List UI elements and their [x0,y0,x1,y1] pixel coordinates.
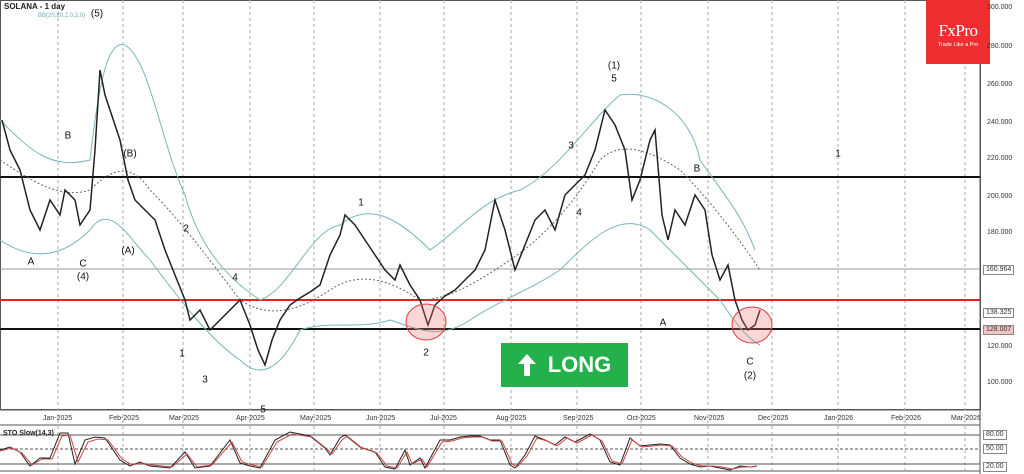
wave-label: (1) [607,60,621,72]
support-circle-nov [731,306,773,344]
wave-label: 3 [202,374,208,386]
wave-label: (A) [121,245,135,257]
oscillator-title: STO Slow(14,3) [3,430,54,437]
wave-label: 1 [179,348,185,360]
price-tick: 260.000 [987,81,1013,88]
price-tick: 280.000 [987,43,1013,50]
wave-label: 1 [835,148,841,160]
wave-label: 5 [611,73,617,85]
grid-lines [57,0,966,470]
wave-label: A [27,256,35,268]
oscillator-level: 50.00 [983,444,1007,454]
time-label: Oct-2025 [627,415,656,422]
wave-label: (2) [743,370,757,382]
time-label: Jan-2025 [43,415,73,422]
wave-label: 1 [358,197,364,209]
wave-label: (5) [90,8,104,20]
oscillator-level: 80.00 [983,430,1007,440]
time-label: Jun-2025 [366,415,396,422]
time-label: Jul-2025 [430,415,457,422]
price-tag: 138.325 [983,308,1015,318]
wave-label: 2 [183,223,189,235]
price-tick: 100.000 [987,379,1013,386]
current-price-tag: 128.007 [983,325,1015,335]
price-tick: 180.000 [987,229,1013,236]
long-signal-badge: LONG [501,343,628,387]
price-series [1,69,761,368]
price-tick: 240.000 [987,119,1013,126]
time-label: Mar-2025 [169,415,199,422]
chart-frame [0,0,981,410]
wave-label: 4 [576,207,582,219]
price-tick: 120.000 [987,343,1013,350]
wave-label: C [746,356,754,368]
support-circle-jun [405,303,447,341]
time-label: Dec-2025 [758,415,789,422]
price-tick: 300.000 [987,4,1013,11]
price-tick: 220.000 [987,155,1013,162]
wave-label: C [79,258,87,270]
wave-label: 4 [232,272,238,284]
time-label: Apr-2025 [236,415,265,422]
time-label: Feb-2026 [891,415,921,422]
time-label: Mar-2026 [951,415,981,422]
price-tick: 200.000 [987,193,1013,200]
stochastic-oscillator [0,431,980,471]
brand-logo: FxPro Trade Like a Pro [926,0,990,64]
time-label: Sep-2025 [563,415,594,422]
wave-label: A [659,317,667,329]
signal-label: LONG [547,352,612,377]
wave-label: (B) [123,148,137,160]
brand-name: FxPro [938,21,978,40]
time-label: Aug-2025 [496,415,527,422]
time-label: Feb-2025 [109,415,139,422]
wave-label: (4) [76,271,90,283]
wave-label: 3 [568,140,574,152]
wave-label: 5 [260,404,266,416]
brand-tagline: Trade Like a Pro [937,42,979,48]
arrow-up-icon [517,354,536,376]
wave-label: B [64,130,72,142]
chart-title: SOLANA - 1 day [4,2,66,11]
wave-label: B [693,163,701,175]
oscillator-level: 20.00 [983,462,1007,472]
indicator-label: BB(20,20,2,0,2,0) [38,13,86,19]
time-label: Nov-2025 [694,415,725,422]
wave-label: 2 [423,347,429,359]
price-tag: 160.964 [983,265,1015,275]
time-label: Jan-2026 [824,415,854,422]
time-label: May-2025 [300,415,332,422]
bollinger-bands [0,43,761,371]
